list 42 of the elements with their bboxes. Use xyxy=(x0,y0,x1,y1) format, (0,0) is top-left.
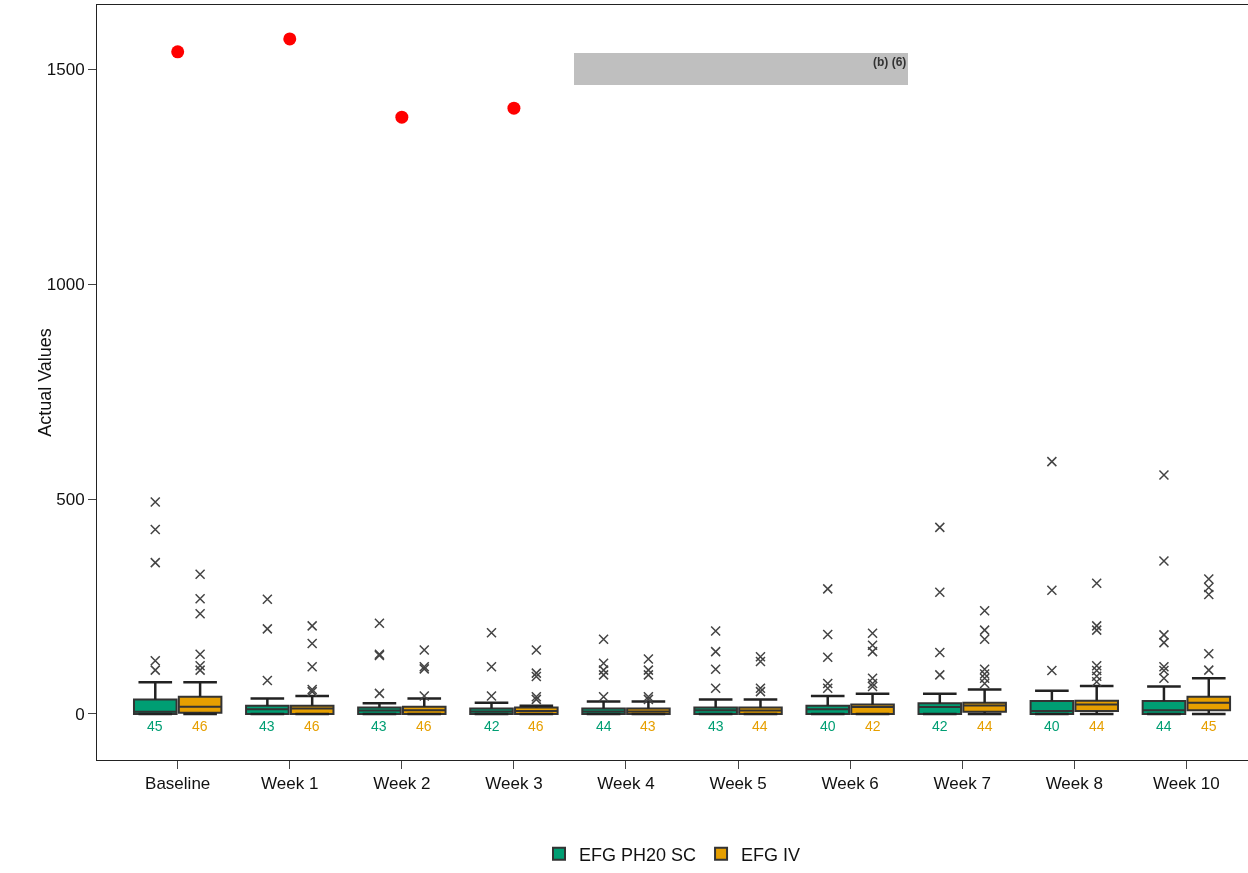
point xyxy=(395,110,409,124)
point xyxy=(171,45,185,59)
x-tick-label: Week 4 xyxy=(597,774,655,794)
text: 46 xyxy=(304,718,320,734)
point xyxy=(283,32,297,46)
annotation: (b) (6) xyxy=(873,55,907,69)
text: 44 xyxy=(1156,718,1172,734)
text: 45 xyxy=(147,718,163,734)
text: 46 xyxy=(192,718,208,734)
text: 44 xyxy=(596,718,612,734)
text: 42 xyxy=(865,718,881,734)
text: 40 xyxy=(820,718,836,734)
x-tick-label: Week 1 xyxy=(261,774,319,794)
x-tick-label: Week 6 xyxy=(821,774,879,794)
x-tick-label: Week 10 xyxy=(1152,774,1220,794)
y-tick-label: 1500 xyxy=(46,60,85,80)
legend-label: EFG PH20 SC xyxy=(579,844,697,865)
text: 46 xyxy=(416,718,432,734)
text: 43 xyxy=(640,718,656,734)
x-tick-label: Baseline xyxy=(145,774,211,794)
text: 43 xyxy=(708,718,724,734)
legend-label: EFG IV xyxy=(741,844,801,865)
text: 44 xyxy=(752,718,768,734)
text: 43 xyxy=(371,718,387,734)
x-tick-label: Week 8 xyxy=(1045,774,1103,794)
text: 44 xyxy=(977,718,993,734)
text: 42 xyxy=(484,718,500,734)
text: 45 xyxy=(1201,718,1217,734)
y-tick-label: 500 xyxy=(56,489,85,509)
text: 40 xyxy=(1044,718,1060,734)
x-tick-label: Week 3 xyxy=(485,774,543,794)
x-tick-label: Week 7 xyxy=(933,774,991,794)
text: 43 xyxy=(259,718,275,734)
y-tick-label: 0 xyxy=(75,704,85,724)
text: 44 xyxy=(1089,718,1105,734)
text: 42 xyxy=(932,718,948,734)
x-tick-label: Week 2 xyxy=(373,774,431,794)
y-axis-title: Actual Values xyxy=(35,328,55,437)
point xyxy=(507,101,521,115)
y-tick-label: 1000 xyxy=(46,274,85,294)
text: 46 xyxy=(528,718,544,734)
x-tick-label: Week 5 xyxy=(709,774,767,794)
